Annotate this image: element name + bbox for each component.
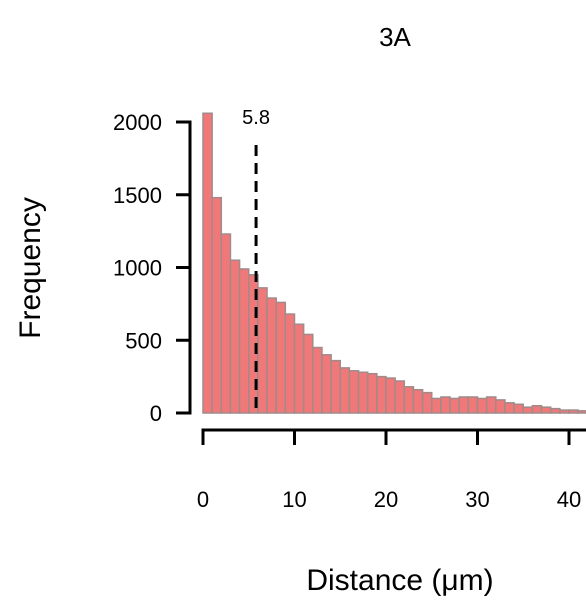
x-tick-label: 0 xyxy=(197,487,209,512)
chart-title: 3A xyxy=(379,22,411,52)
y-axis-ticks: 0 500 1000 1500 2000 xyxy=(113,110,190,426)
histogram-bar xyxy=(321,354,332,414)
y-axis-title: Frequency xyxy=(14,197,47,339)
x-tick-label: 40 xyxy=(557,487,581,512)
histogram-bar xyxy=(540,406,552,414)
histogram-bar xyxy=(376,375,387,414)
histogram-bar xyxy=(577,410,586,414)
histogram-bar xyxy=(394,380,406,414)
histogram-bar xyxy=(202,112,213,414)
histogram-bar xyxy=(504,402,515,414)
x-tick-label: 10 xyxy=(282,487,306,512)
histogram-bar xyxy=(229,259,241,414)
x-axis-title: Distance (μm) xyxy=(306,564,493,597)
x-tick-label: 20 xyxy=(374,487,398,512)
histogram-bar xyxy=(476,397,488,414)
y-tick-label: 1000 xyxy=(113,256,162,281)
histogram-bar xyxy=(458,396,470,414)
histogram-bar xyxy=(495,399,506,414)
x-axis-ticks: 0 10 20 30 40 xyxy=(197,430,581,512)
y-tick-label: 2000 xyxy=(113,110,162,135)
histogram-bar xyxy=(549,407,561,414)
histogram-bar xyxy=(348,370,360,414)
histogram-bar xyxy=(266,297,277,414)
histogram-bar xyxy=(412,388,424,414)
histogram-bar xyxy=(513,403,524,414)
y-tick-label: 1500 xyxy=(113,183,162,208)
y-tick-label: 500 xyxy=(125,328,162,353)
histogram-bar xyxy=(421,391,433,414)
histogram-bar xyxy=(257,287,268,414)
histogram-bar xyxy=(440,396,451,414)
histogram-bar xyxy=(385,377,396,414)
histogram-bar xyxy=(330,359,342,414)
histogram-bar xyxy=(531,404,543,414)
histogram-bar xyxy=(403,386,415,414)
histogram-bar xyxy=(275,301,287,414)
histogram-bar xyxy=(302,333,314,414)
histogram-bar xyxy=(211,196,223,414)
histogram-bar xyxy=(467,396,479,414)
histogram-bar xyxy=(485,396,497,414)
histogram-bar xyxy=(568,409,579,414)
x-tick-label: 30 xyxy=(465,487,489,512)
median-reference-label: 5.8 xyxy=(242,107,270,129)
histogram-bar xyxy=(522,406,534,414)
histogram-bar xyxy=(284,313,296,414)
histogram-bar xyxy=(366,372,378,414)
histogram-bar xyxy=(559,409,570,414)
histogram-bar xyxy=(238,268,250,414)
histogram-bar xyxy=(339,367,351,414)
bar-group xyxy=(202,112,586,414)
histogram-bar xyxy=(357,371,369,414)
histogram-bar xyxy=(220,233,232,414)
histogram-bar xyxy=(449,397,460,414)
histogram-bar xyxy=(293,323,305,414)
y-tick-label: 0 xyxy=(150,401,162,426)
histogram-bar xyxy=(312,346,323,414)
histogram-bar xyxy=(431,397,442,414)
